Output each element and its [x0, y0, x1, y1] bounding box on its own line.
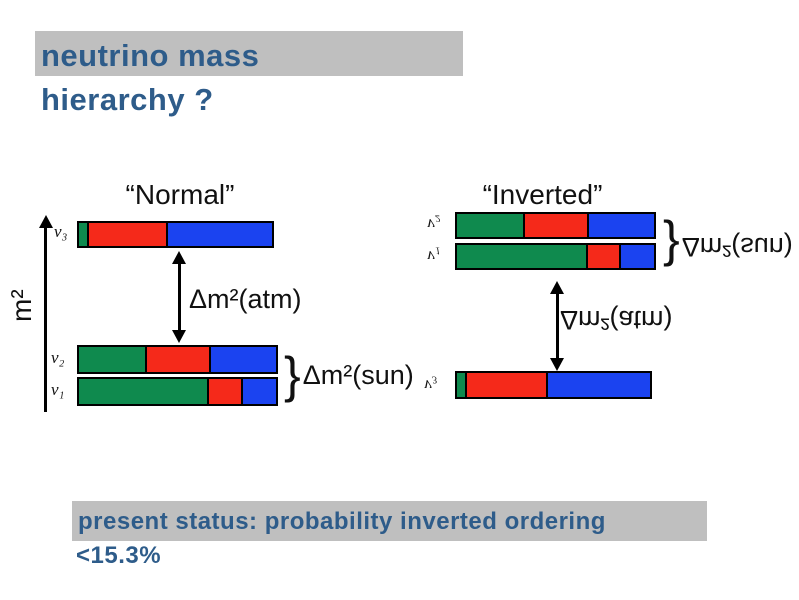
footer-line2: <15.3% — [76, 542, 162, 569]
footer-highlight — [72, 501, 707, 541]
arrow-down-icon — [550, 358, 564, 371]
bar-segment-green — [79, 223, 87, 246]
slide-title-line2: hierarchy ? — [41, 82, 214, 117]
bar-segment-red — [522, 214, 588, 237]
footer-line1: present status: probability inverted ord… — [78, 508, 606, 535]
normal-nu1-bar — [77, 377, 278, 406]
bar-segment-red — [586, 245, 620, 268]
bar-segment-blue — [587, 214, 654, 237]
arrow-up-icon — [172, 251, 186, 264]
inverted-nu3-bar — [455, 371, 652, 399]
inverted-atm-arrow — [549, 281, 565, 371]
bar-segment-blue — [165, 223, 272, 246]
normal-heading: “Normal” — [125, 179, 235, 210]
brace-icon: } — [663, 219, 680, 275]
axis-label-m2: m² — [6, 289, 37, 322]
normal-sun-group: } Δm²(sun) — [284, 347, 414, 403]
bar-segment-green — [79, 347, 145, 372]
normal-nu1-label: ν₁ — [51, 380, 65, 399]
title-highlight — [35, 31, 463, 76]
inverted-nu1-label: ν₁ — [427, 247, 441, 266]
bar-segment-green — [457, 373, 465, 397]
inverted-sun-label: Δm²(sun) — [681, 232, 793, 263]
inverted-nu2-bar — [455, 212, 656, 239]
bar-segment-blue — [209, 347, 276, 372]
bar-segment-blue — [619, 245, 654, 268]
inverted-nu3-label: ν₃ — [424, 376, 438, 395]
normal-atm-label: Δm²(atm) — [189, 284, 302, 314]
inverted-nu2-label: ν₂ — [427, 215, 441, 234]
bar-segment-red — [207, 379, 242, 404]
inverted-heading: “Inverted” — [482, 179, 603, 210]
bar-segment-green — [457, 245, 587, 268]
normal-sun-label: Δm²(sun) — [302, 359, 414, 390]
bar-segment-green — [79, 379, 208, 404]
bar-segment-red — [86, 223, 166, 246]
inverted-sun-group: } Δm²(sun) — [663, 219, 793, 275]
arrow-up-icon — [550, 281, 564, 294]
arrow-shaft — [177, 264, 181, 330]
arrow-shaft — [555, 294, 559, 358]
bar-segment-blue — [241, 379, 276, 404]
bar-segment-green — [457, 214, 523, 237]
normal-nu3-label: ν₃ — [54, 222, 68, 241]
axis-arrowhead-icon — [39, 215, 53, 228]
slide-title-line1: neutrino mass — [41, 38, 260, 73]
normal-atm-arrow — [171, 251, 187, 343]
arrow-down-icon — [172, 330, 186, 343]
bar-segment-red — [464, 373, 546, 397]
inverted-atm-label: Δm²(atm) — [560, 305, 673, 335]
bar-segment-blue — [545, 373, 650, 397]
normal-nu2-label: ν₂ — [51, 348, 65, 367]
normal-nu3-bar — [77, 221, 274, 248]
brace-icon: } — [284, 347, 301, 403]
normal-nu2-bar — [77, 345, 278, 374]
axis-line — [44, 227, 47, 412]
bar-segment-red — [144, 347, 210, 372]
inverted-nu1-bar — [455, 243, 656, 270]
